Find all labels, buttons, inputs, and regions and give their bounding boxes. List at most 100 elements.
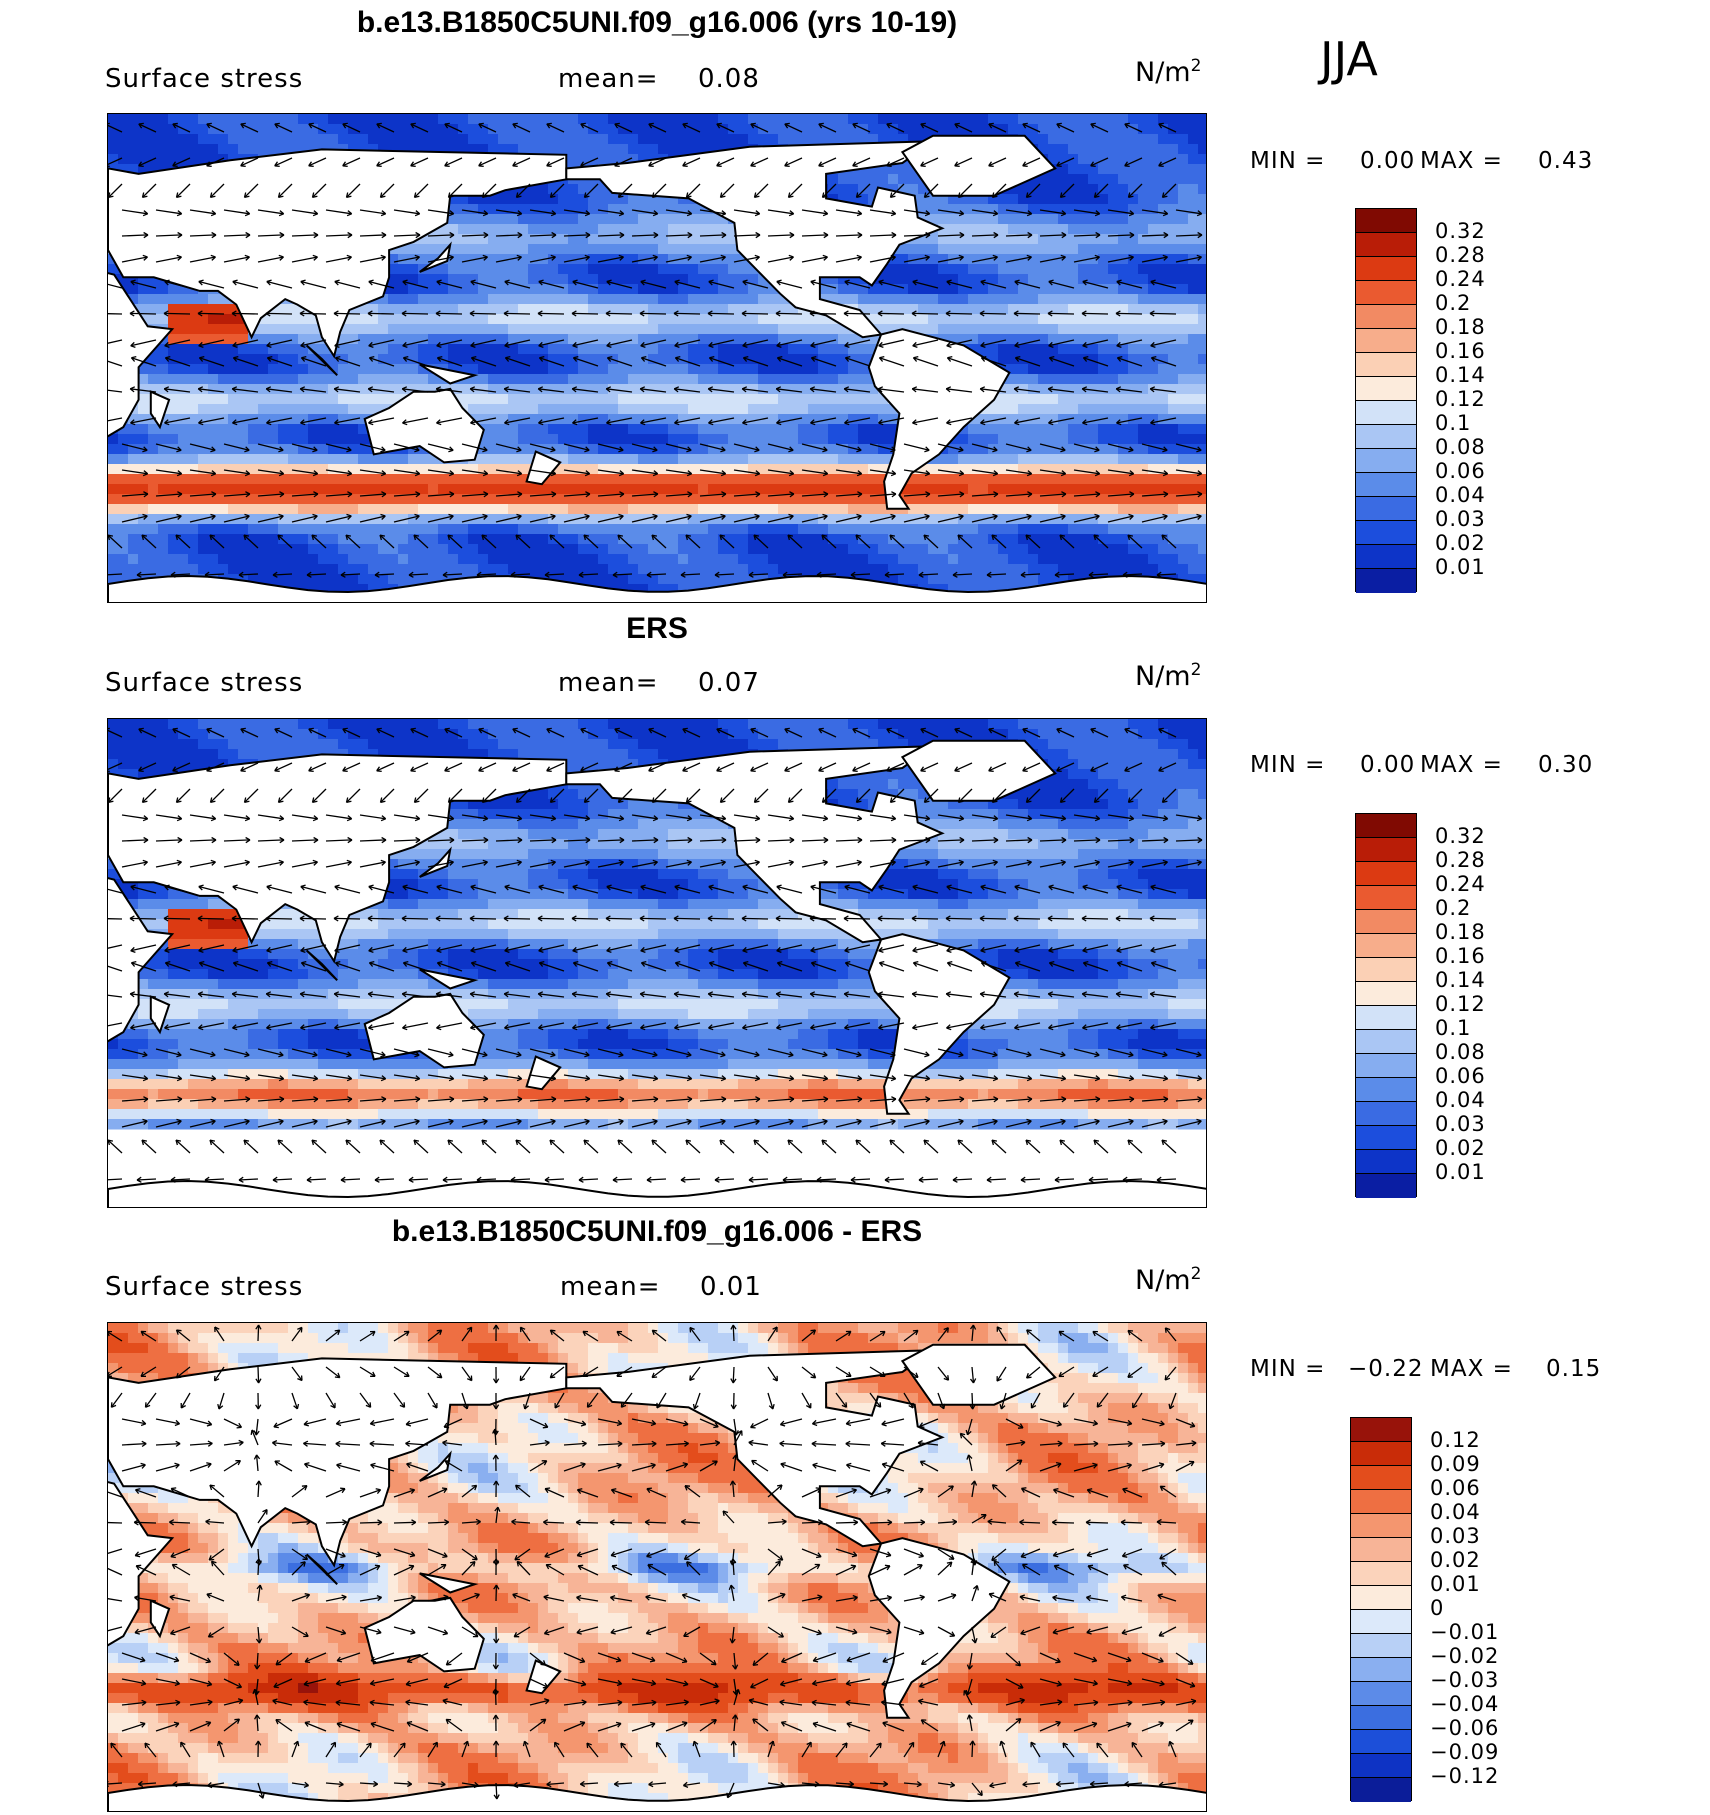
field-cell: [908, 484, 919, 495]
field-cell: [1038, 494, 1049, 505]
field-cell: [978, 274, 989, 285]
field-cell: [728, 264, 739, 275]
field-cell: [728, 394, 739, 405]
field-cell: [348, 464, 359, 475]
field-cell: [1048, 144, 1059, 155]
field-cell: [738, 504, 749, 515]
field-cell: [998, 194, 1009, 205]
field-cell: [748, 374, 759, 385]
field-cell: [408, 254, 419, 265]
field-cell: [978, 504, 989, 515]
field-cell: [528, 504, 539, 515]
field-cell: [1108, 444, 1119, 455]
field-cell: [588, 544, 599, 555]
field-cell: [768, 434, 779, 445]
field-cell: [1068, 544, 1079, 555]
field-cell: [1128, 384, 1139, 395]
field-cell: [1098, 114, 1109, 125]
field-cell: [518, 484, 529, 495]
field-cell: [958, 334, 969, 345]
field-cell: [208, 504, 219, 515]
field-cell: [508, 314, 519, 325]
field-cell: [238, 544, 249, 555]
field-cell: [608, 554, 619, 565]
field-cell: [1138, 324, 1149, 335]
field-cell: [1048, 284, 1059, 295]
field-cell: [1158, 394, 1169, 405]
field-cell: [788, 434, 799, 445]
field-cell: [838, 274, 849, 285]
field-cell: [298, 534, 309, 545]
field-cell: [1098, 164, 1109, 175]
field-cell: [988, 554, 999, 565]
field-cell: [1078, 244, 1089, 255]
field-cell: [1078, 354, 1089, 365]
field-cell: [508, 274, 519, 285]
field-cell: [668, 534, 679, 545]
field-cell: [838, 134, 849, 145]
field-cell: [1138, 364, 1149, 375]
field-cell: [128, 564, 139, 575]
field-cell: [288, 464, 299, 475]
field-cell: [1048, 294, 1059, 305]
field-cell: [1168, 434, 1179, 445]
field-cell: [168, 554, 179, 565]
field-cell: [638, 274, 649, 285]
field-cell: [898, 184, 909, 195]
field-cell: [1028, 114, 1039, 125]
field-cell: [518, 204, 529, 215]
field-cell: [638, 484, 649, 495]
field-cell: [1188, 424, 1199, 435]
field-cell: [868, 434, 879, 445]
field-cell: [648, 484, 659, 495]
field-cell: [388, 144, 399, 155]
field-cell: [1028, 324, 1039, 335]
field-cell: [808, 314, 819, 325]
field-cell: [998, 334, 1009, 345]
field-cell: [298, 484, 309, 495]
field-cell: [578, 224, 589, 235]
field-cell: [398, 344, 409, 355]
field-cell: [658, 224, 669, 235]
field-cell: [388, 134, 399, 145]
field-cell: [258, 344, 269, 355]
field-cell: [218, 394, 229, 405]
field-cell: [238, 464, 249, 475]
field-cell: [428, 374, 439, 385]
field-cell: [458, 484, 469, 495]
field-cell: [188, 394, 199, 405]
field-cell: [738, 434, 749, 445]
field-cell: [948, 474, 959, 485]
field-cell: [848, 524, 859, 535]
field-cell: [438, 284, 449, 295]
field-cell: [108, 264, 119, 275]
field-cell: [578, 124, 589, 135]
field-cell: [648, 284, 659, 295]
field-cell: [1008, 474, 1019, 485]
field-cell: [568, 454, 579, 465]
field-cell: [158, 534, 169, 545]
field-cell: [1148, 284, 1159, 295]
field-cell: [1188, 234, 1199, 245]
field-cell: [118, 444, 129, 455]
field-cell: [428, 124, 439, 135]
field-cell: [158, 344, 169, 355]
field-cell: [1068, 384, 1079, 395]
field-cell: [1098, 194, 1109, 205]
field-cell: [848, 274, 859, 285]
field-cell: [248, 134, 259, 145]
field-cell: [348, 474, 359, 485]
field-cell: [1168, 274, 1179, 285]
field-cell: [728, 514, 739, 525]
field-cell: [1038, 384, 1049, 395]
field-cell: [488, 134, 499, 145]
field-cell: [658, 354, 669, 365]
field-cell: [578, 554, 589, 565]
field-cell: [568, 214, 579, 225]
field-cell: [1138, 254, 1149, 265]
field-cell: [188, 314, 199, 325]
field-cell: [1038, 124, 1049, 135]
field-cell: [958, 294, 969, 305]
field-cell: [1088, 364, 1099, 375]
field-cell: [328, 434, 339, 445]
